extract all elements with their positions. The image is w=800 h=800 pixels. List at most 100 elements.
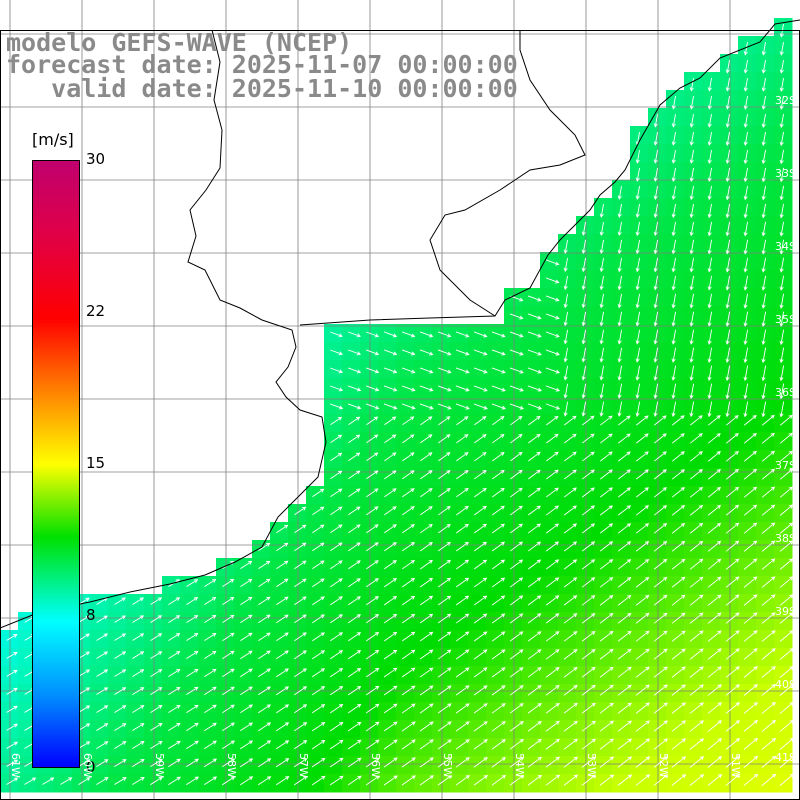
wind-arrow-head [483, 721, 488, 726]
wind-arrow [725, 505, 739, 516]
wind-arrow-head [663, 738, 668, 743]
wind-arrow [726, 77, 730, 91]
wind-arrow [329, 775, 344, 786]
wind-arrow [707, 756, 722, 768]
wind-arrow [563, 685, 578, 696]
wind-arrow-head [212, 597, 217, 601]
wind-arrow [708, 95, 712, 109]
wind-arrow-head [555, 297, 560, 302]
wind-arrow-head [410, 333, 416, 338]
wind-arrow [509, 631, 523, 642]
wind-arrow-head [519, 315, 524, 320]
wind-arrow [221, 758, 235, 768]
wind-arrow [636, 257, 640, 272]
wind-arrow-head [284, 650, 289, 655]
wind-arrow-head [645, 576, 650, 581]
wind-arrow [384, 506, 397, 516]
wind-arrow [563, 595, 577, 606]
wind-arrow-head [761, 376, 766, 382]
wind-arrow-head [447, 631, 452, 636]
wind-arrow [509, 757, 524, 768]
wind-arrow [636, 239, 640, 254]
wind-arrow [132, 723, 144, 732]
wind-arrow-head [681, 666, 686, 671]
wind-arrow [293, 704, 307, 714]
wind-arrow-head [13, 651, 18, 656]
wind-arrow-head [699, 738, 704, 743]
wind-arrow-head [645, 612, 650, 617]
wind-arrow [239, 758, 253, 768]
wind-arrow-head [392, 488, 397, 493]
wind-arrow-head [139, 597, 145, 602]
wind-arrow [330, 614, 343, 624]
wind-arrow-head [284, 668, 289, 673]
wind-arrow-head [465, 369, 470, 374]
wind-arrow-head [139, 669, 145, 674]
wind-arrow [348, 488, 360, 498]
lat-label: 38S [775, 532, 796, 545]
wind-arrow-head [465, 721, 470, 726]
wind-arrow-head [563, 267, 568, 273]
wind-arrow [365, 703, 379, 714]
lon-label: 55W [441, 753, 454, 778]
wind-arrow [383, 757, 398, 768]
wind-arrow-head [680, 522, 686, 527]
wind-arrow [545, 631, 559, 642]
wind-arrow [599, 631, 614, 642]
wind-arrow [258, 668, 271, 678]
wind-arrow-head [789, 701, 794, 706]
wind-arrow-head [338, 387, 344, 392]
wind-arrow-head [779, 413, 784, 418]
wind-arrow-head [356, 578, 361, 583]
wind-arrow-head [753, 594, 758, 599]
wind-arrow-head [429, 405, 434, 410]
wind-arrow-head [212, 758, 218, 763]
wind-arrow-head [375, 757, 380, 762]
wind-arrow-head [248, 668, 253, 673]
wind-arrow [527, 505, 541, 516]
wind-arrow [275, 758, 289, 768]
wind-arrow [455, 775, 470, 786]
wind-arrow-head [429, 631, 434, 636]
wind-arrow [672, 239, 676, 254]
wind-arrow [707, 612, 722, 624]
wind-arrow [599, 577, 613, 588]
wind-arrow [563, 523, 577, 534]
wind-arrow-head [779, 196, 784, 201]
wind-arrow-head [285, 776, 290, 780]
wind-arrow-head [536, 541, 542, 546]
wind-arrow [708, 311, 713, 326]
wind-arrow [402, 524, 415, 534]
wind-arrow-head [771, 701, 776, 707]
wind-arrow [258, 632, 271, 642]
wind-arrow-head [483, 405, 488, 410]
wind-arrow [330, 470, 342, 480]
wind-arrow [545, 667, 560, 678]
wind-arrow-head [410, 488, 415, 493]
wind-arrow [708, 131, 712, 146]
wind-arrow-head [698, 433, 703, 438]
wind-arrow-head [716, 451, 721, 456]
wind-arrow-head [707, 159, 712, 164]
wind-arrow [114, 633, 126, 641]
wind-arrow [276, 542, 288, 552]
wind-arrow [761, 504, 775, 516]
wind-arrow-head [393, 685, 398, 690]
wind-arrow [780, 77, 784, 92]
wind-arrow-head [555, 756, 560, 761]
wind-arrow-head [483, 775, 488, 779]
wind-arrow [582, 415, 595, 426]
wind-arrow-head [590, 559, 596, 564]
wind-arrow-head [537, 649, 542, 654]
wind-arrow [563, 721, 578, 732]
wind-arrow-head [411, 685, 416, 690]
wind-arrow-head [779, 177, 784, 183]
wind-arrow [401, 649, 415, 660]
wind-arrow [761, 433, 775, 444]
wind-arrow [132, 777, 145, 786]
wind-arrow [509, 331, 523, 337]
wind-arrow-head [707, 358, 712, 363]
wind-arrow-head [375, 739, 380, 744]
wind-arrow-head [248, 686, 253, 691]
